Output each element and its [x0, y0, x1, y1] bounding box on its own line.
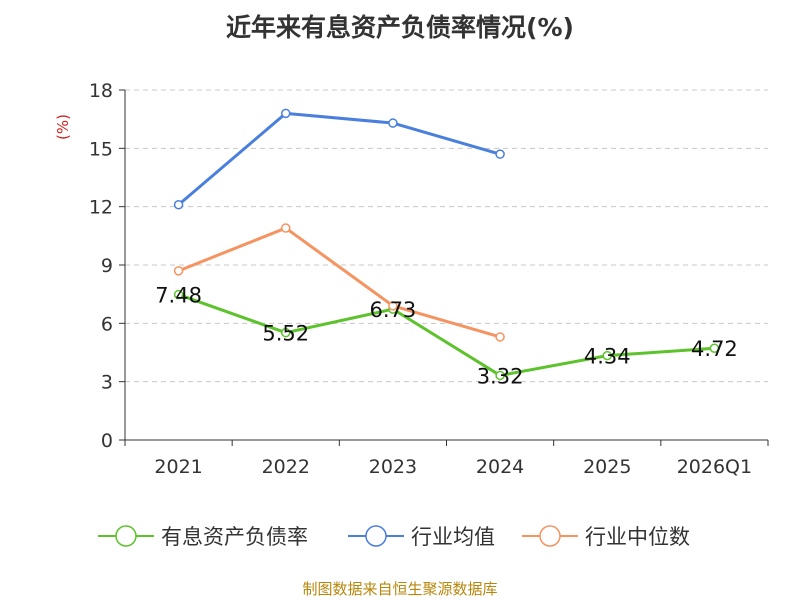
- y-tick-label: 12: [89, 197, 113, 219]
- data-label: 6.73: [370, 298, 417, 322]
- data-point: [281, 108, 291, 119]
- data-label: 3.32: [477, 364, 524, 388]
- x-tick-label: 2024: [476, 456, 524, 478]
- data-label: 4.72: [691, 337, 738, 361]
- y-tick-label: 9: [101, 255, 113, 277]
- x-tick-label: 2026Q1: [677, 456, 752, 478]
- axes: 0 3 6 9 12 15 18 2021 2022 2023 2024 2025 2026Q1 (%): [54, 80, 769, 478]
- legend-label: 行业中位数: [585, 525, 690, 549]
- y-tick-label: 15: [89, 138, 113, 160]
- x-tick-label: 2021: [154, 456, 202, 478]
- data-point: [388, 118, 398, 128]
- legend-label: 行业均值: [411, 525, 495, 549]
- y-tick-label: 3: [101, 372, 113, 394]
- data-point: [495, 332, 505, 342]
- legend-label: 有息资产负债率: [161, 525, 308, 549]
- legend-item: 行业中位数: [522, 525, 690, 549]
- data-label: 7.48: [155, 284, 202, 308]
- series-line-1: [177, 111, 502, 207]
- data-point: [709, 343, 720, 353]
- source-note: 制图数据来自恒生聚源数据库: [302, 580, 498, 598]
- data-point: [173, 199, 184, 210]
- legend-marker: [365, 525, 387, 547]
- data-point: [388, 301, 398, 311]
- data-labels: 7.48 5.52 6.73 3.32 4.34 4.72: [155, 284, 738, 389]
- x-tick-label: 2025: [583, 456, 631, 478]
- series-line-0: [177, 293, 716, 377]
- legend-item: 行业均值: [348, 525, 495, 549]
- data-point: [495, 149, 505, 159]
- series-line-2: [177, 226, 502, 339]
- data-point: [173, 266, 184, 276]
- data-point: [281, 223, 291, 233]
- series-lines: [173, 108, 720, 381]
- chart-title: 近年来有息资产负债率情况(%): [226, 13, 574, 42]
- x-tick-label: 2023: [369, 456, 417, 478]
- legend: 有息资产负债率 行业均值 行业中位数: [98, 525, 690, 549]
- legend-marker: [539, 525, 561, 547]
- data-point: [173, 289, 184, 300]
- data-point: [281, 327, 291, 338]
- y-axis-label: (%): [54, 114, 72, 140]
- data-label: 4.34: [584, 345, 631, 369]
- y-tick-label: 18: [89, 80, 113, 102]
- legend-item: 有息资产负债率: [98, 525, 308, 549]
- gridlines: [125, 89, 768, 383]
- y-tick-label: 6: [101, 313, 113, 335]
- data-label: 5.52: [262, 322, 309, 346]
- data-point: [495, 370, 505, 381]
- data-point: [602, 350, 612, 361]
- y-tick-label: 0: [101, 430, 113, 452]
- x-tick-label: 2022: [262, 456, 310, 478]
- legend-marker: [115, 525, 137, 547]
